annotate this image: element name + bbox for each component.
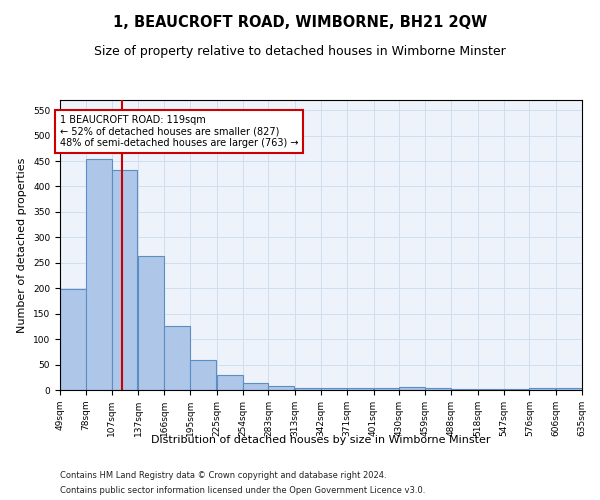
Bar — [217, 375, 242, 390]
Text: 1 BEAUCROFT ROAD: 119sqm
← 52% of detached houses are smaller (827)
48% of semi-: 1 BEAUCROFT ROAD: 119sqm ← 52% of detach… — [60, 116, 299, 148]
Bar — [425, 388, 451, 390]
Bar — [242, 383, 268, 390]
Text: 1, BEAUCROFT ROAD, WIMBORNE, BH21 2QW: 1, BEAUCROFT ROAD, WIMBORNE, BH21 2QW — [113, 15, 487, 30]
Bar — [556, 388, 582, 390]
Text: Size of property relative to detached houses in Wimborne Minster: Size of property relative to detached ho… — [94, 45, 506, 58]
Y-axis label: Number of detached properties: Number of detached properties — [17, 158, 28, 332]
Bar — [400, 387, 425, 390]
Bar — [112, 170, 137, 390]
Bar — [268, 386, 294, 390]
Bar — [164, 326, 190, 390]
Bar — [529, 388, 555, 390]
Bar — [347, 388, 373, 390]
Bar — [295, 388, 321, 390]
Bar — [374, 388, 400, 390]
Bar — [321, 388, 347, 390]
Bar — [190, 360, 216, 390]
Bar — [86, 159, 112, 390]
Text: Contains public sector information licensed under the Open Government Licence v3: Contains public sector information licen… — [60, 486, 425, 495]
Text: Distribution of detached houses by size in Wimborne Minster: Distribution of detached houses by size … — [151, 435, 491, 445]
Text: Contains HM Land Registry data © Crown copyright and database right 2024.: Contains HM Land Registry data © Crown c… — [60, 471, 386, 480]
Bar — [60, 289, 86, 390]
Bar — [139, 256, 164, 390]
